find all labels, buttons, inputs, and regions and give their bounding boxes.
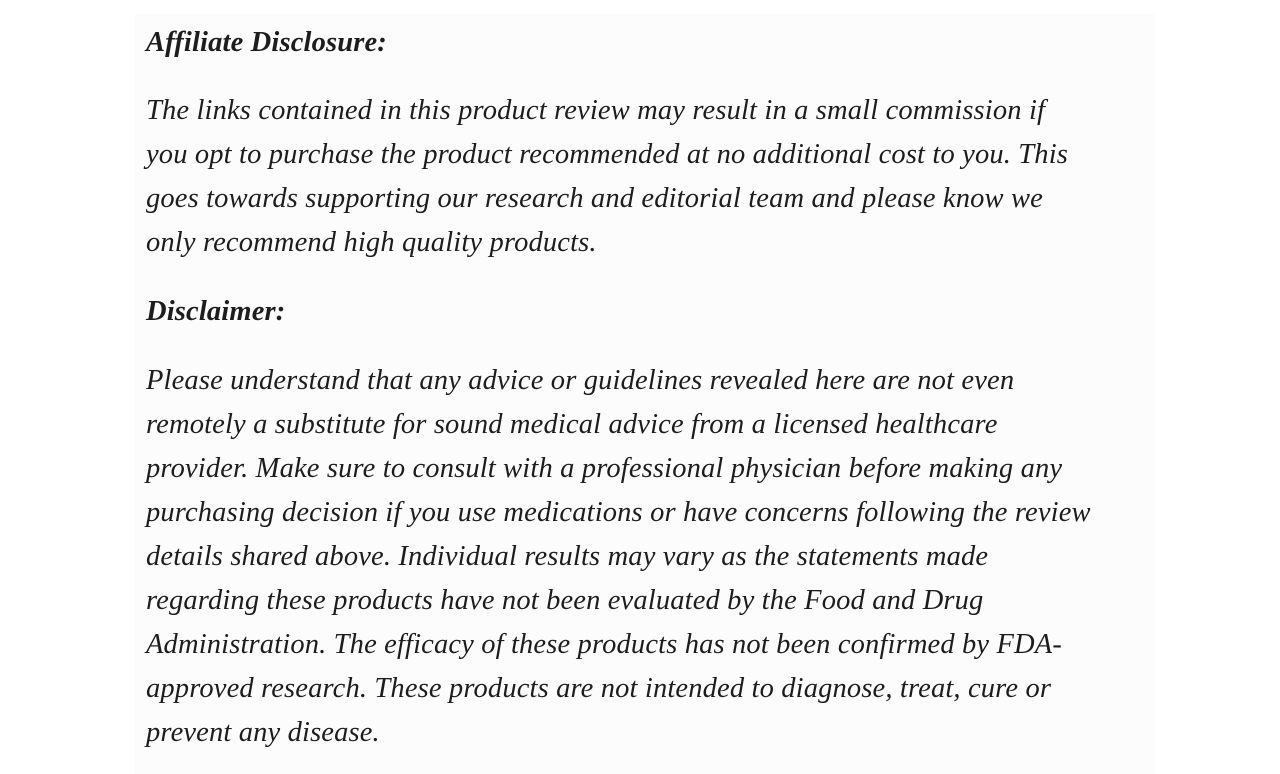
paragraph-line: you opt to purchase the product recommen…: [146, 139, 1069, 170]
paragraph-line: prevent any disease.: [146, 717, 380, 748]
paragraph-line: provider. Make sure to consult with a pr…: [146, 453, 1063, 484]
disclaimer-heading: Disclaimer:: [146, 296, 286, 327]
paragraph-line: Administration. The efficacy of these pr…: [146, 629, 1062, 660]
paragraph-line: purchasing decision if you use medicatio…: [146, 497, 1091, 528]
paragraph-line: approved research. These products are no…: [146, 673, 1052, 704]
content-panel: [135, 14, 1155, 774]
paragraph-line: details shared above. Individual results…: [146, 541, 989, 572]
paragraph-line: Please understand that any advice or gui…: [146, 365, 1015, 396]
paragraph-line: only recommend high quality products.: [146, 227, 597, 258]
paragraph-line: goes towards supporting our research and…: [146, 183, 1043, 214]
paragraph-line: The links contained in this product revi…: [146, 95, 1046, 126]
affiliate-disclosure-heading: Affiliate Disclosure:: [146, 27, 387, 58]
paragraph-line: remotely a substitute for sound medical …: [146, 409, 998, 440]
paragraph-line: regarding these products have not been e…: [146, 585, 984, 616]
